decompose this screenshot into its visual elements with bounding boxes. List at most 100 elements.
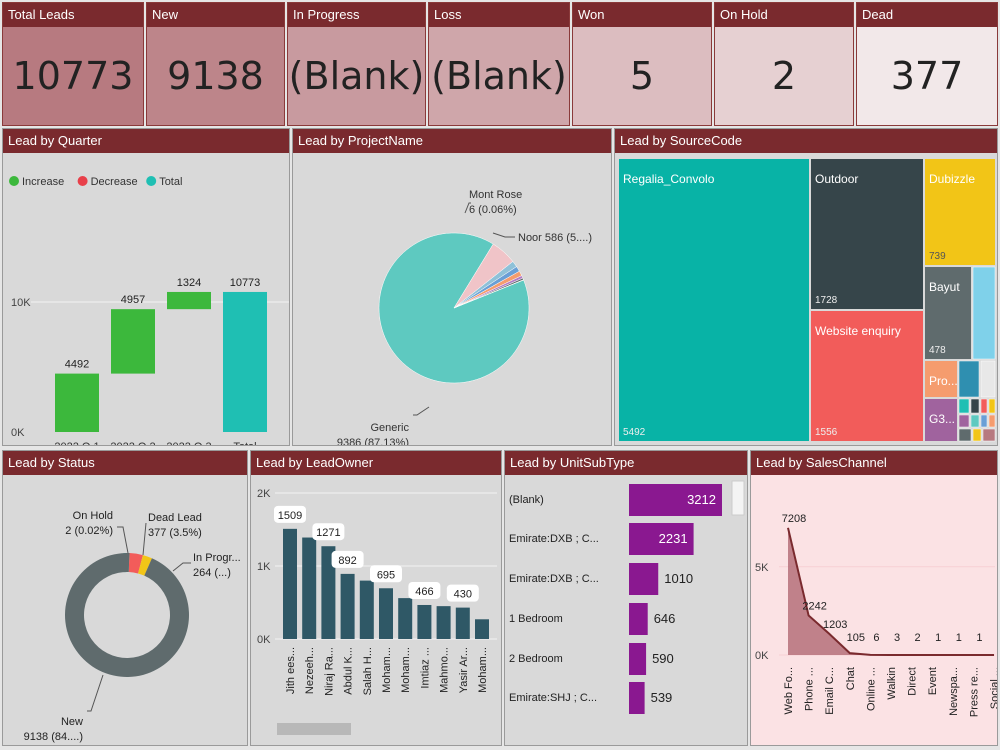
kpi-card[interactable]: Won 5: [572, 2, 712, 126]
leader-line: [87, 674, 104, 712]
column-bar: [398, 598, 413, 639]
waterfall-bar: [223, 291, 267, 432]
treemap-tile: [811, 159, 923, 309]
x-tick-label: Jith ees...: [285, 647, 297, 694]
kpi-value: 9138: [147, 27, 284, 125]
data-label: 466: [415, 586, 433, 598]
hbar: [629, 523, 694, 555]
x-tick-label: Social ...: [989, 667, 998, 709]
treemap-tile-small: [970, 398, 980, 414]
kpi-label: Loss: [429, 3, 569, 27]
kpi-card[interactable]: Loss (Blank): [428, 2, 570, 126]
pie-chart[interactable]: Mont Rose 6 (0.06%) Noor 586 (5....) Generi…: [293, 153, 612, 446]
donut-segment: [138, 555, 152, 576]
kpi-card[interactable]: Dead 377: [856, 2, 998, 126]
tile-value: 739: [929, 251, 946, 262]
x-tick-label: Moham...: [381, 647, 393, 693]
kpi-value: 5: [573, 27, 711, 125]
leader-line: [492, 232, 515, 238]
treemap-tile: [811, 311, 923, 441]
donut-segment: [128, 553, 143, 574]
x-tick-label: Email C...: [824, 667, 836, 715]
treemap-tile-small: [958, 428, 972, 442]
data-label: 590: [652, 651, 674, 666]
treemap-tile-small: [980, 398, 988, 414]
area-fill: [788, 527, 994, 655]
panel-lead-by-projectname[interactable]: Lead by ProjectName Mont Rose 6 (0.06%) No…: [292, 128, 612, 446]
column-bar: [340, 573, 355, 639]
treemap-chart[interactable]: Regalia_Convolo 5492 Outdoor 1728 Website en…: [615, 153, 998, 446]
panel-lead-by-unitsubtype[interactable]: Lead by UnitSubType (Blank) 3212 Emirate:D…: [504, 450, 748, 746]
category-label: Emirate:DXB ; C...: [509, 533, 599, 545]
legend-marker: [77, 176, 88, 186]
panel-lead-by-saleschannel[interactable]: Lead by SalesChannel 0K 5K 7208 Web Fo... 22…: [750, 450, 998, 746]
data-label: 7208: [782, 513, 806, 525]
data-label-bg: [312, 523, 345, 541]
kpi-card[interactable]: Total Leads 10773: [2, 2, 144, 126]
leader-line: [464, 202, 471, 214]
x-tick-label: 2022 Q 3: [166, 441, 211, 446]
y-tick-label: 0K: [11, 427, 25, 439]
category-label: 1 Bedroom: [509, 613, 563, 625]
data-label: 1: [956, 632, 962, 644]
category-label: 2 Bedroom: [509, 653, 563, 665]
waterfall-chart[interactable]: Increase Decrease Total 10K 0K 4492 2022 Q 1 49…: [3, 153, 290, 446]
data-label: 6: [873, 632, 879, 644]
kpi-card[interactable]: New 9138: [146, 2, 285, 126]
treemap-tile-small: [958, 398, 970, 414]
tile-value: 5492: [623, 427, 646, 438]
area-chart[interactable]: 0K 5K 7208 Web Fo... 2242 Phone ... 1203 Email …: [751, 475, 998, 746]
data-label: 1203: [823, 619, 847, 631]
donut-chart[interactable]: On Hold 2 (0.02%) Dead Lead 377 (3.5%) In Pr…: [3, 475, 248, 746]
treemap-tile-small: [988, 414, 996, 428]
donut-label-name: In Progr...: [193, 552, 241, 564]
x-tick-label: Newspa...: [948, 667, 960, 716]
column-chart[interactable]: 0K 1K 2K 1509 Jith ees... Nezeeh... 1271 Niraj …: [251, 475, 502, 746]
tile-label: Bayut: [929, 280, 960, 294]
x-tick-label: Nezeeh...: [304, 647, 316, 694]
legend-label: Total: [159, 176, 182, 188]
x-tick-label: 2022 Q 2: [110, 441, 155, 446]
x-tick-label: Moham...: [400, 647, 412, 693]
tile-label: G3...: [929, 412, 955, 426]
donut-segment: [64, 553, 189, 677]
hbar: [629, 563, 659, 595]
tile-label: Website enquiry: [815, 324, 901, 338]
column-bar: [302, 537, 317, 639]
tile-value: 478: [929, 345, 946, 356]
x-tick-label: Web Fo...: [783, 667, 795, 714]
hbar: [629, 643, 647, 675]
treemap-tile-small: [988, 398, 996, 414]
column-bar: [359, 580, 374, 639]
treemap-tile-small: [972, 428, 982, 442]
slice-value: 6 (0.06%): [469, 204, 517, 216]
x-tick-label: Imtiaz ...: [419, 647, 431, 689]
treemap-tile: [619, 159, 809, 441]
waterfall-bar: [55, 373, 99, 432]
panel-lead-by-leadowner[interactable]: Lead by LeadOwner 0K 1K 2K 1509 Jith ees... N…: [250, 450, 502, 746]
data-label: 539: [651, 690, 673, 705]
donut-label-value: 377 (3.5%): [148, 527, 202, 539]
pie-slice: [453, 279, 524, 309]
panel-lead-by-quarter[interactable]: Lead by Quarter Increase Decrease Total 10K…: [2, 128, 290, 446]
data-label: 105: [847, 632, 865, 644]
data-label: 1: [997, 632, 998, 644]
hbar: [629, 603, 648, 635]
kpi-card[interactable]: On Hold 2: [714, 2, 854, 126]
panel-lead-by-status[interactable]: Lead by Status On Hold 2 (0.02%) Dead Lead…: [2, 450, 248, 746]
horizontal-bar-chart[interactable]: (Blank) 3212 Emirate:DXB ; C... 2231 Emirate…: [505, 475, 748, 746]
scrollbar-thumb: [731, 480, 745, 516]
slice-value: 9386 (87.13%): [337, 437, 409, 446]
data-label-bg: [446, 584, 479, 602]
x-tick-label: Salah H...: [362, 647, 374, 695]
leader-line: [117, 526, 129, 554]
donut-label-value: 2 (0.02%): [65, 525, 113, 537]
data-label: 1010: [664, 571, 693, 586]
kpi-value: 10773: [3, 27, 143, 125]
kpi-card[interactable]: In Progress (Blank): [287, 2, 426, 126]
x-tick-label: Walkin: [886, 667, 898, 700]
y-tick-label: 5K: [755, 562, 769, 574]
panel-lead-by-sourcecode[interactable]: Lead by SourceCode Regalia_Convolo 5492 Ou…: [614, 128, 998, 446]
treemap-tile-small: [970, 414, 980, 428]
data-label: 3: [894, 632, 900, 644]
